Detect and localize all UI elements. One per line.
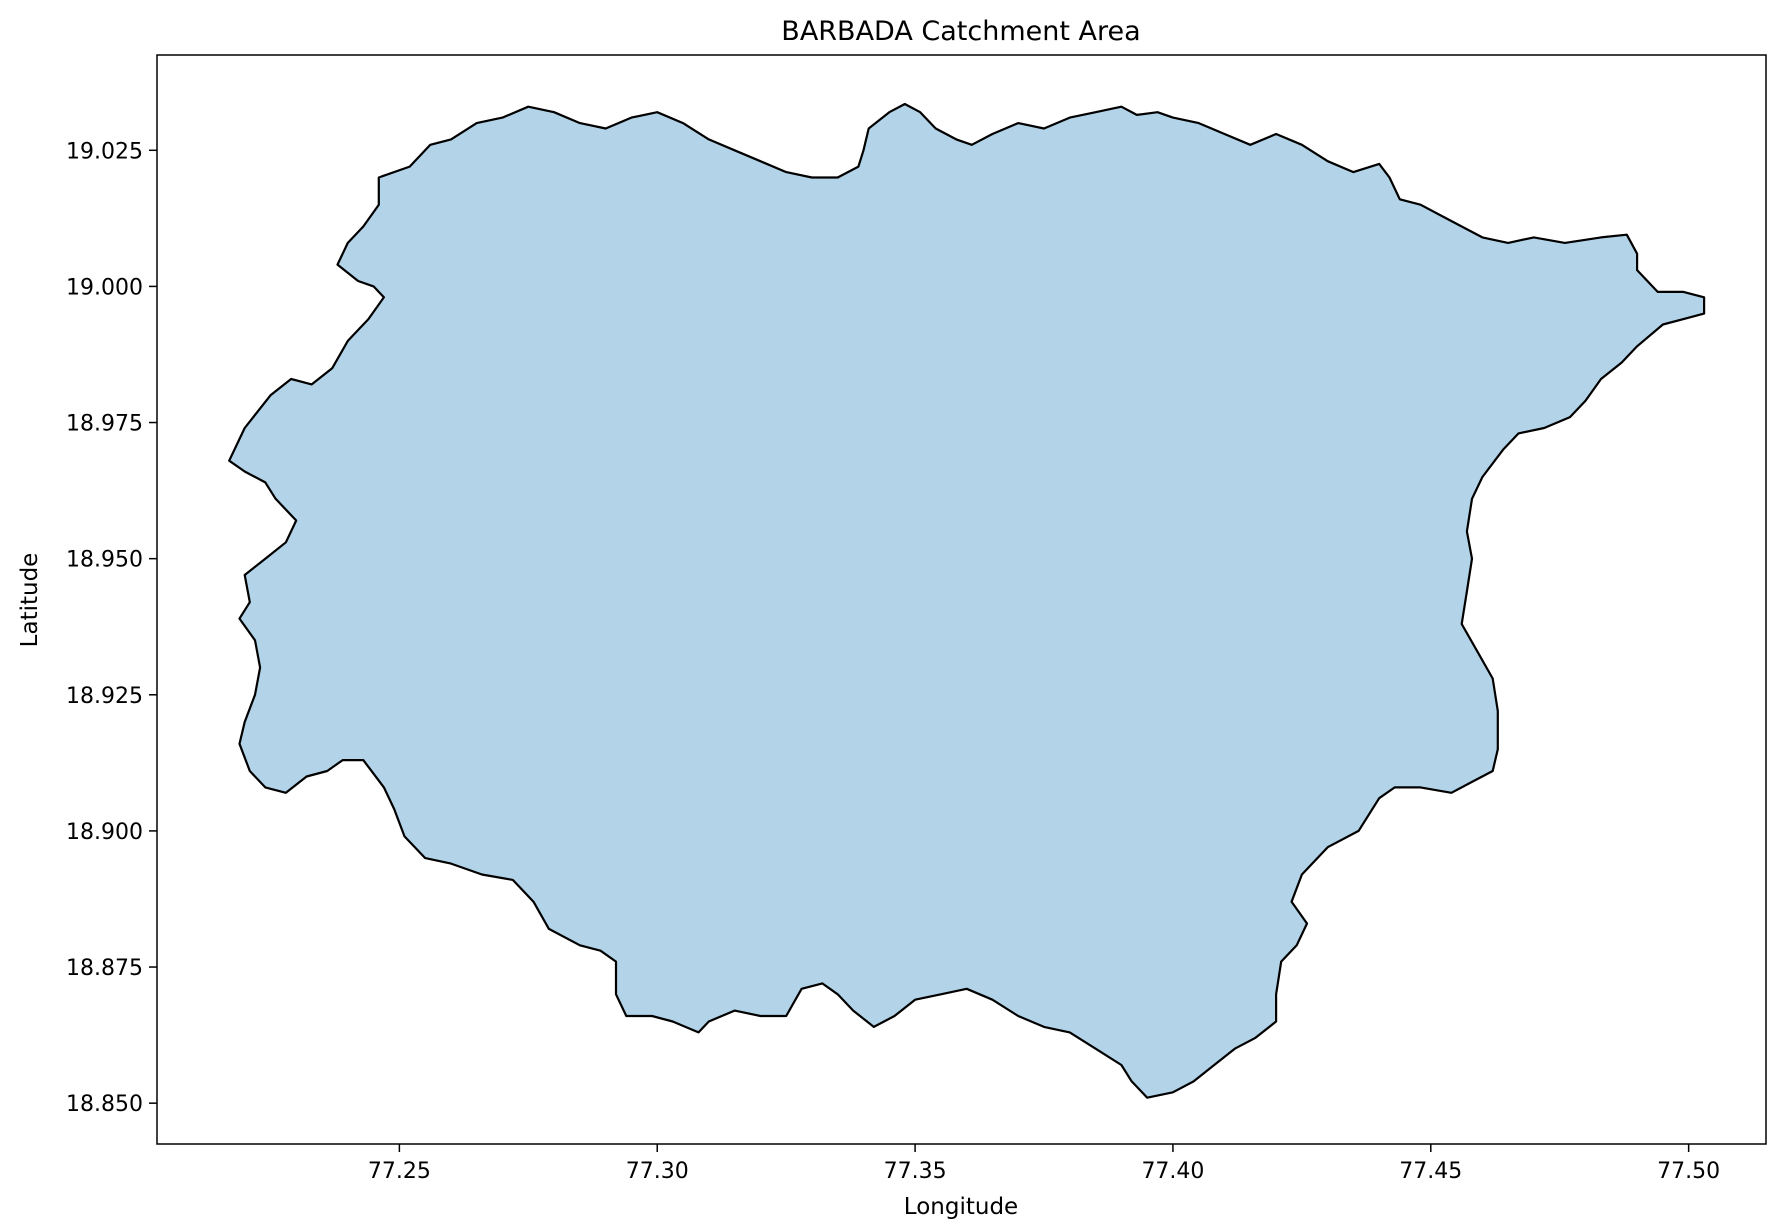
y-tick-label: 18.975 — [66, 412, 143, 437]
y-tick-label: 18.900 — [66, 820, 143, 845]
x-tick-label: 77.40 — [1141, 1159, 1204, 1184]
axes-frame — [156, 54, 1767, 1145]
y-tick-label: 19.000 — [66, 275, 143, 300]
x-axis-title: Longitude — [904, 1194, 1018, 1220]
y-axis-ticks: 18.850 18.875 18.900 18.925 18.950 18.975 19.0… — [66, 139, 157, 1117]
x-tick-label: 77.35 — [884, 1159, 947, 1184]
x-tick-label: 77.30 — [626, 1159, 689, 1184]
x-tick-label: 77.25 — [368, 1159, 431, 1184]
y-tick-label: 18.925 — [66, 684, 143, 709]
plot-area — [156, 54, 1767, 1145]
y-axis-title: Latitude — [17, 553, 43, 648]
y-tick-label: 18.875 — [66, 956, 143, 981]
plot-title: BARBADA Catchment Area — [781, 16, 1140, 47]
x-tick-label: 77.50 — [1657, 1159, 1720, 1184]
x-axis-ticks: 77.25 77.30 77.35 77.40 77.45 77.50 — [368, 1144, 1720, 1184]
x-tick-label: 77.45 — [1399, 1159, 1462, 1184]
y-tick-label: 18.850 — [66, 1092, 143, 1117]
catchment-boundary-polygon — [228, 102, 1706, 1099]
y-tick-label: 19.025 — [66, 139, 143, 164]
y-tick-label: 18.950 — [66, 548, 143, 573]
